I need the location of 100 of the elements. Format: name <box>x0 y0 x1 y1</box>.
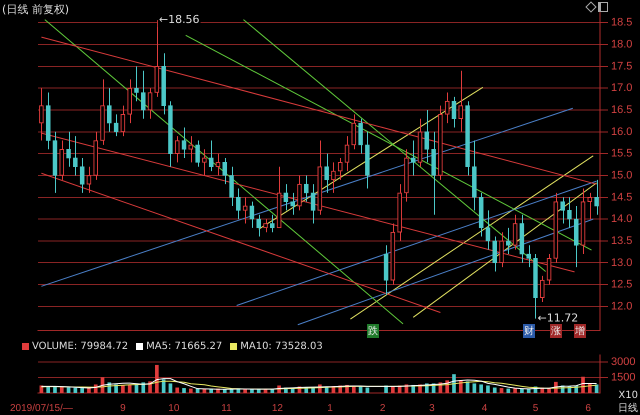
bar <box>492 388 497 393</box>
candlestick <box>580 188 586 255</box>
annotation: 跌 <box>367 324 379 338</box>
y-tick-label: 17.5 <box>611 60 632 72</box>
y-tick-label: 12.5 <box>611 278 632 291</box>
bar <box>500 388 504 393</box>
candlestick <box>424 109 430 163</box>
candlestick <box>358 118 363 154</box>
candlestick <box>148 88 152 120</box>
bar <box>466 381 470 393</box>
candlestick <box>351 114 356 150</box>
candlestick <box>533 254 538 320</box>
candlestick <box>472 140 477 211</box>
bar <box>60 387 64 393</box>
candlestick <box>127 78 132 124</box>
bar <box>66 388 70 393</box>
candlestick <box>331 162 336 194</box>
candlestick <box>168 100 173 168</box>
y-tick-label: 13.5 <box>611 234 632 247</box>
x-tick-label: 6 <box>585 402 592 414</box>
candlestick <box>324 153 329 194</box>
candlestick <box>526 244 532 268</box>
y-tick-label: 14.5 <box>611 191 632 204</box>
annotation: ←18.56 <box>158 12 200 26</box>
candlestick <box>444 92 450 124</box>
candlestick <box>263 218 268 233</box>
x-tick-label: 12 <box>272 402 284 414</box>
legend-label: MA5: 71665.27 <box>146 341 222 352</box>
candlestick <box>161 52 166 115</box>
y-tick-label: 16.0 <box>611 126 632 138</box>
bar <box>121 385 125 393</box>
candlestick <box>195 140 200 168</box>
bar <box>74 388 78 393</box>
candlestick <box>297 174 302 211</box>
bar <box>513 388 517 393</box>
bar <box>182 388 186 393</box>
candlestick <box>344 136 350 172</box>
legend-label: VOLUME: 79984.72 <box>32 341 128 352</box>
candlestick <box>594 179 599 216</box>
bar <box>520 388 524 393</box>
bar <box>479 384 483 393</box>
candlestick <box>431 131 436 216</box>
candlestick <box>452 96 456 128</box>
candlestick <box>499 232 504 268</box>
candlestick <box>222 158 228 185</box>
chart-title: (日线 前复权) <box>2 2 70 17</box>
candlestick <box>492 236 498 272</box>
candlestick <box>284 184 288 211</box>
candlestick <box>365 131 370 190</box>
legend-label: MA10: 73528.03 <box>240 341 323 352</box>
x-tick-label: 5 <box>532 402 539 414</box>
y-tick-label: 13.0 <box>611 256 632 269</box>
candlestick <box>250 201 254 228</box>
candlestick <box>134 66 139 102</box>
candlestick <box>100 78 105 146</box>
candlestick <box>80 158 84 194</box>
candlestick <box>46 92 51 150</box>
candlestick <box>520 214 524 264</box>
x-tick-label: 4 <box>482 402 488 414</box>
y-tick-label: 15.0 <box>611 169 632 182</box>
bar <box>175 388 180 393</box>
candlestick <box>120 105 126 137</box>
bar <box>486 385 490 393</box>
y-tick-label: 1500 <box>611 372 636 384</box>
x-tick-label: 2019/07/15/— <box>10 402 73 414</box>
bar <box>472 383 476 393</box>
annotation: 财 <box>523 324 535 338</box>
candlestick <box>52 131 58 194</box>
x-tick-label: 9 <box>120 402 126 414</box>
candlestick <box>106 88 112 132</box>
candlestick <box>506 227 511 255</box>
y-tick-label: 3000 <box>611 356 636 368</box>
bar <box>366 388 370 393</box>
annotation: ←11.72 <box>537 311 578 324</box>
candlestick <box>310 184 316 224</box>
candlestick <box>66 131 71 168</box>
candlestick <box>188 136 194 163</box>
bar <box>168 383 172 393</box>
candlestick <box>587 192 592 220</box>
y-tick-label: 14.0 <box>611 213 632 226</box>
candlestick <box>242 196 248 224</box>
candlestick <box>202 148 207 176</box>
y-tick-label: 18.0 <box>611 38 632 51</box>
candlestick <box>208 140 214 172</box>
candlestick <box>418 118 422 168</box>
x-tick-label: 10 <box>168 402 180 414</box>
candlestick <box>276 166 282 228</box>
candlestick <box>290 192 296 216</box>
y-tick-label: 18.5 <box>611 16 632 29</box>
candlestick <box>236 188 241 220</box>
candlestick <box>216 153 220 176</box>
candlestick <box>478 192 484 238</box>
candlestick <box>486 210 490 250</box>
annotation: 涨 <box>550 324 562 338</box>
y-tick-label: 16.5 <box>611 104 632 116</box>
annotation: 增 <box>574 324 586 338</box>
candlestick <box>318 140 322 216</box>
candlestick <box>182 126 186 158</box>
candlestick <box>397 184 402 242</box>
candlestick <box>73 136 78 176</box>
